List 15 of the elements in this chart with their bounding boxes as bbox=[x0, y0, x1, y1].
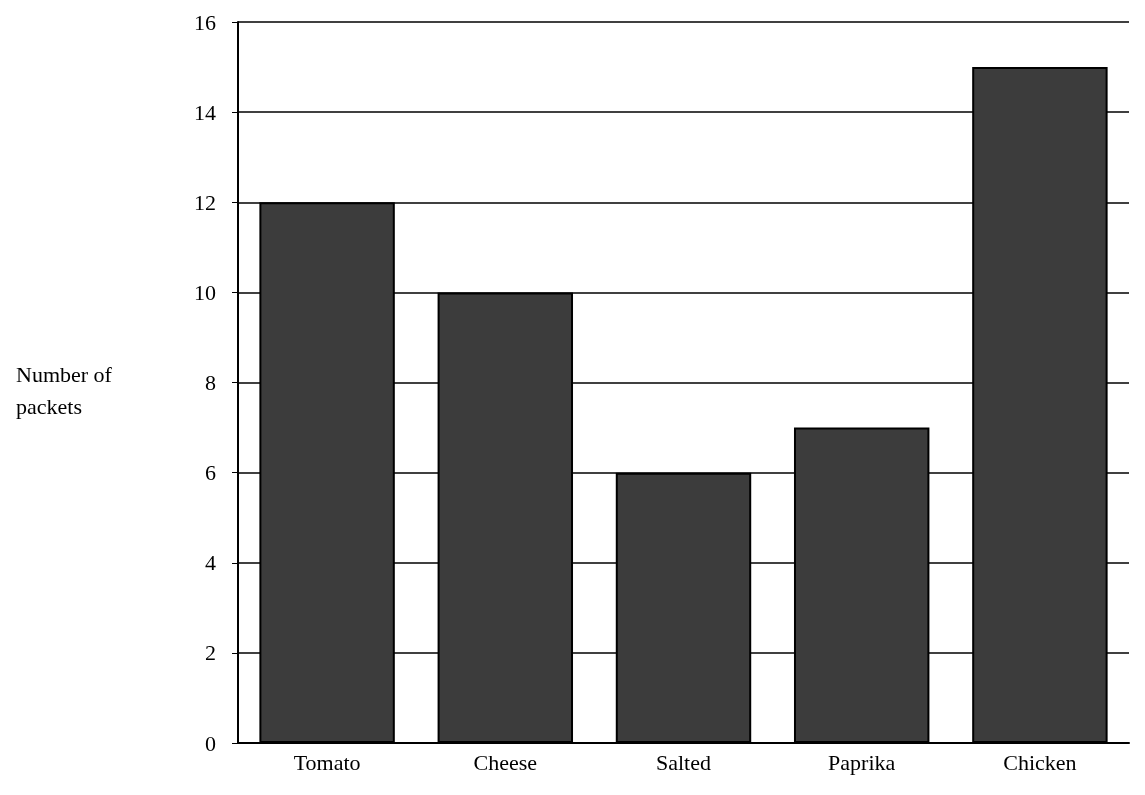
x-tick-label: Chicken bbox=[1003, 749, 1077, 775]
y-tick-label: 8 bbox=[205, 370, 216, 395]
x-tick-label: Salted bbox=[656, 749, 711, 775]
x-tick-label: Tomato bbox=[293, 749, 361, 775]
x-tick-label: Cheese bbox=[473, 749, 538, 775]
y-tick-label: 14 bbox=[194, 99, 216, 125]
y-tick-label: 6 bbox=[205, 460, 216, 486]
y-tick-label: 16 bbox=[194, 9, 216, 35]
y-tick-label: 10 bbox=[194, 279, 216, 305]
y-axis-title: Number of packets bbox=[16, 361, 118, 419]
y-tick-label: 0 bbox=[205, 730, 216, 756]
y-tick-label: 2 bbox=[205, 640, 216, 666]
x-tick-label: Paprika bbox=[828, 749, 896, 775]
y-tick-label: 12 bbox=[194, 189, 216, 215]
y-tick-label: 4 bbox=[205, 550, 216, 576]
